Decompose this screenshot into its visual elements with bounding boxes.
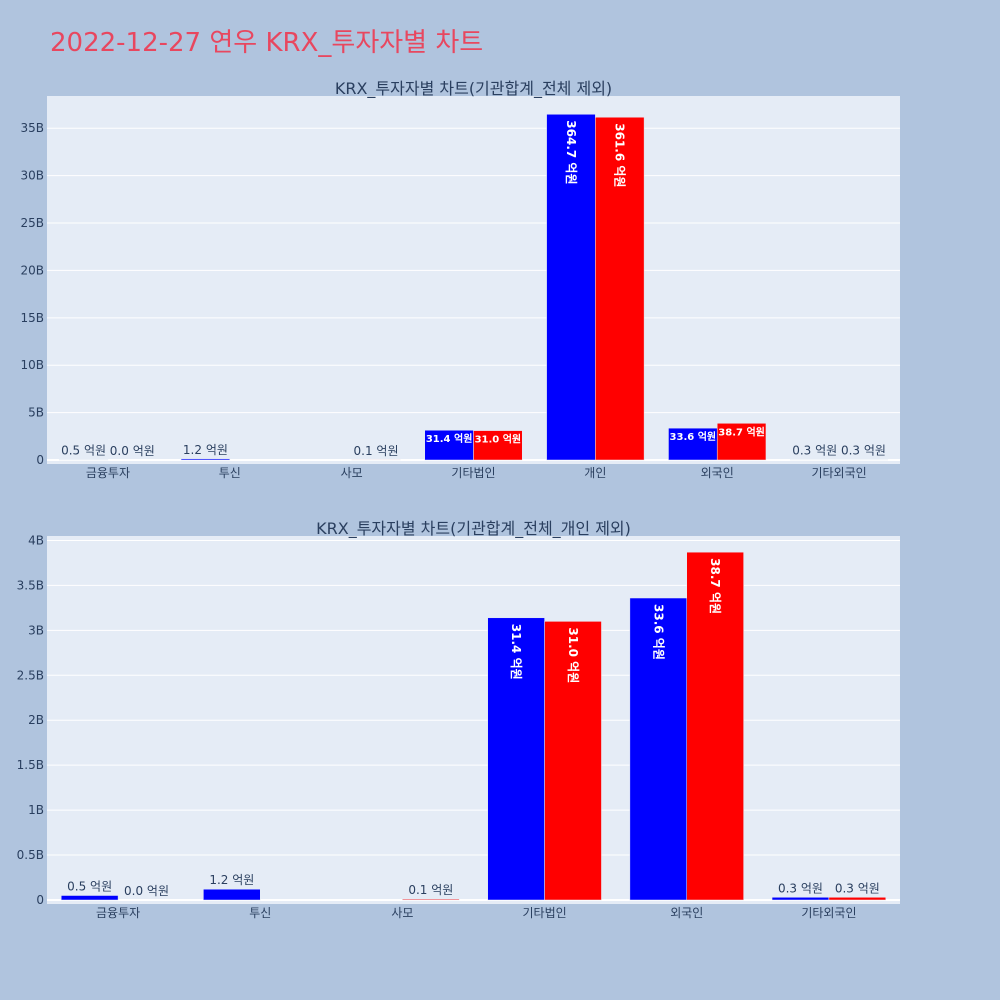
x-tick-label: 사모 bbox=[391, 906, 413, 920]
bar bbox=[546, 114, 596, 461]
y-tick-label: 0 bbox=[36, 893, 44, 907]
page-title: 2022-12-27 연우 KRX_투자자별 차트 bbox=[50, 28, 484, 58]
x-tick-label: 기타외국인 bbox=[811, 466, 866, 480]
y-tick-label: 10B bbox=[20, 358, 44, 372]
y-tick-label: 2B bbox=[28, 713, 44, 727]
x-tick-label: 금융투자 bbox=[86, 466, 130, 480]
bar bbox=[424, 429, 474, 461]
data-label: 0.5 억원 bbox=[61, 444, 106, 458]
data-label: 33.6 억원 bbox=[651, 604, 665, 660]
data-label: 31.0 억원 bbox=[566, 627, 580, 683]
y-tick-label: 3.5B bbox=[17, 578, 44, 592]
plot-area-1 bbox=[47, 96, 900, 464]
bar bbox=[668, 427, 718, 461]
bar bbox=[180, 458, 231, 461]
y-tick-label: 1.5B bbox=[17, 758, 44, 772]
bar bbox=[544, 621, 602, 901]
y-tick-label: 0.5B bbox=[17, 848, 44, 862]
data-label: 0.1 억원 bbox=[354, 444, 399, 458]
bar bbox=[771, 897, 830, 901]
data-label: 31.4 억원 bbox=[509, 624, 523, 680]
data-label: 364.7 억원 bbox=[564, 120, 578, 184]
y-tick-label: 20B bbox=[20, 263, 44, 277]
data-label: 0.3 억원 bbox=[835, 881, 880, 895]
y-tick-label: 5B bbox=[28, 406, 44, 420]
data-label: 38.7 억원 bbox=[708, 558, 722, 614]
bar bbox=[203, 888, 261, 901]
x-tick-label: 기타외국인 bbox=[801, 906, 856, 920]
chart-title: KRX_투자자별 차트(기관합계_전체 제외) bbox=[335, 79, 612, 99]
x-tick-label: 투신 bbox=[219, 466, 241, 480]
y-tick-label: 4B bbox=[28, 533, 44, 547]
x-tick-label: 금융투자 bbox=[96, 906, 140, 920]
data-label: 31.4 억원 bbox=[426, 432, 473, 445]
x-tick-label: 투신 bbox=[249, 906, 271, 920]
data-label: 0.0 억원 bbox=[124, 884, 169, 898]
y-tick-label: 1B bbox=[28, 803, 44, 817]
bar bbox=[60, 895, 119, 901]
data-label: 0.3 억원 bbox=[841, 444, 886, 458]
x-tick-label: 개인 bbox=[584, 466, 606, 480]
data-label: 1.2 억원 bbox=[209, 873, 254, 887]
chart-title: KRX_투자자별 차트(기관합계_전체_개인 제외) bbox=[316, 519, 631, 539]
y-tick-label: 25B bbox=[20, 216, 44, 230]
bar bbox=[595, 116, 645, 461]
x-tick-label: 외국인 bbox=[670, 906, 703, 920]
x-tick-label: 기타법인 bbox=[451, 466, 495, 480]
bar bbox=[828, 897, 887, 901]
y-tick-label: 2.5B bbox=[17, 668, 44, 682]
bar bbox=[473, 430, 523, 461]
data-label: 31.0 억원 bbox=[475, 433, 522, 446]
y-tick-label: 35B bbox=[20, 121, 44, 135]
x-tick-label: 사모 bbox=[341, 466, 363, 480]
bar bbox=[716, 423, 767, 461]
data-label: 38.7 억원 bbox=[718, 425, 765, 438]
data-label: 0.3 억원 bbox=[778, 881, 823, 895]
data-label: 0.1 억원 bbox=[408, 883, 453, 897]
data-label: 1.2 억원 bbox=[183, 443, 228, 457]
bar bbox=[686, 551, 744, 901]
data-label: 0.5 억원 bbox=[67, 880, 112, 894]
x-tick-label: 기타법인 bbox=[522, 906, 566, 920]
y-tick-label: 30B bbox=[20, 169, 44, 183]
data-label: 33.6 억원 bbox=[670, 430, 717, 443]
data-label: 361.6 억원 bbox=[613, 123, 627, 187]
bar bbox=[402, 898, 460, 901]
data-label: 0.3 억원 bbox=[792, 444, 837, 458]
y-tick-label: 0 bbox=[36, 453, 44, 467]
data-label: 0.0 억원 bbox=[110, 444, 155, 458]
x-tick-label: 외국인 bbox=[701, 466, 734, 480]
bar bbox=[487, 617, 545, 901]
bar bbox=[629, 597, 688, 901]
y-tick-label: 3B bbox=[28, 623, 44, 637]
y-tick-label: 15B bbox=[20, 311, 44, 325]
